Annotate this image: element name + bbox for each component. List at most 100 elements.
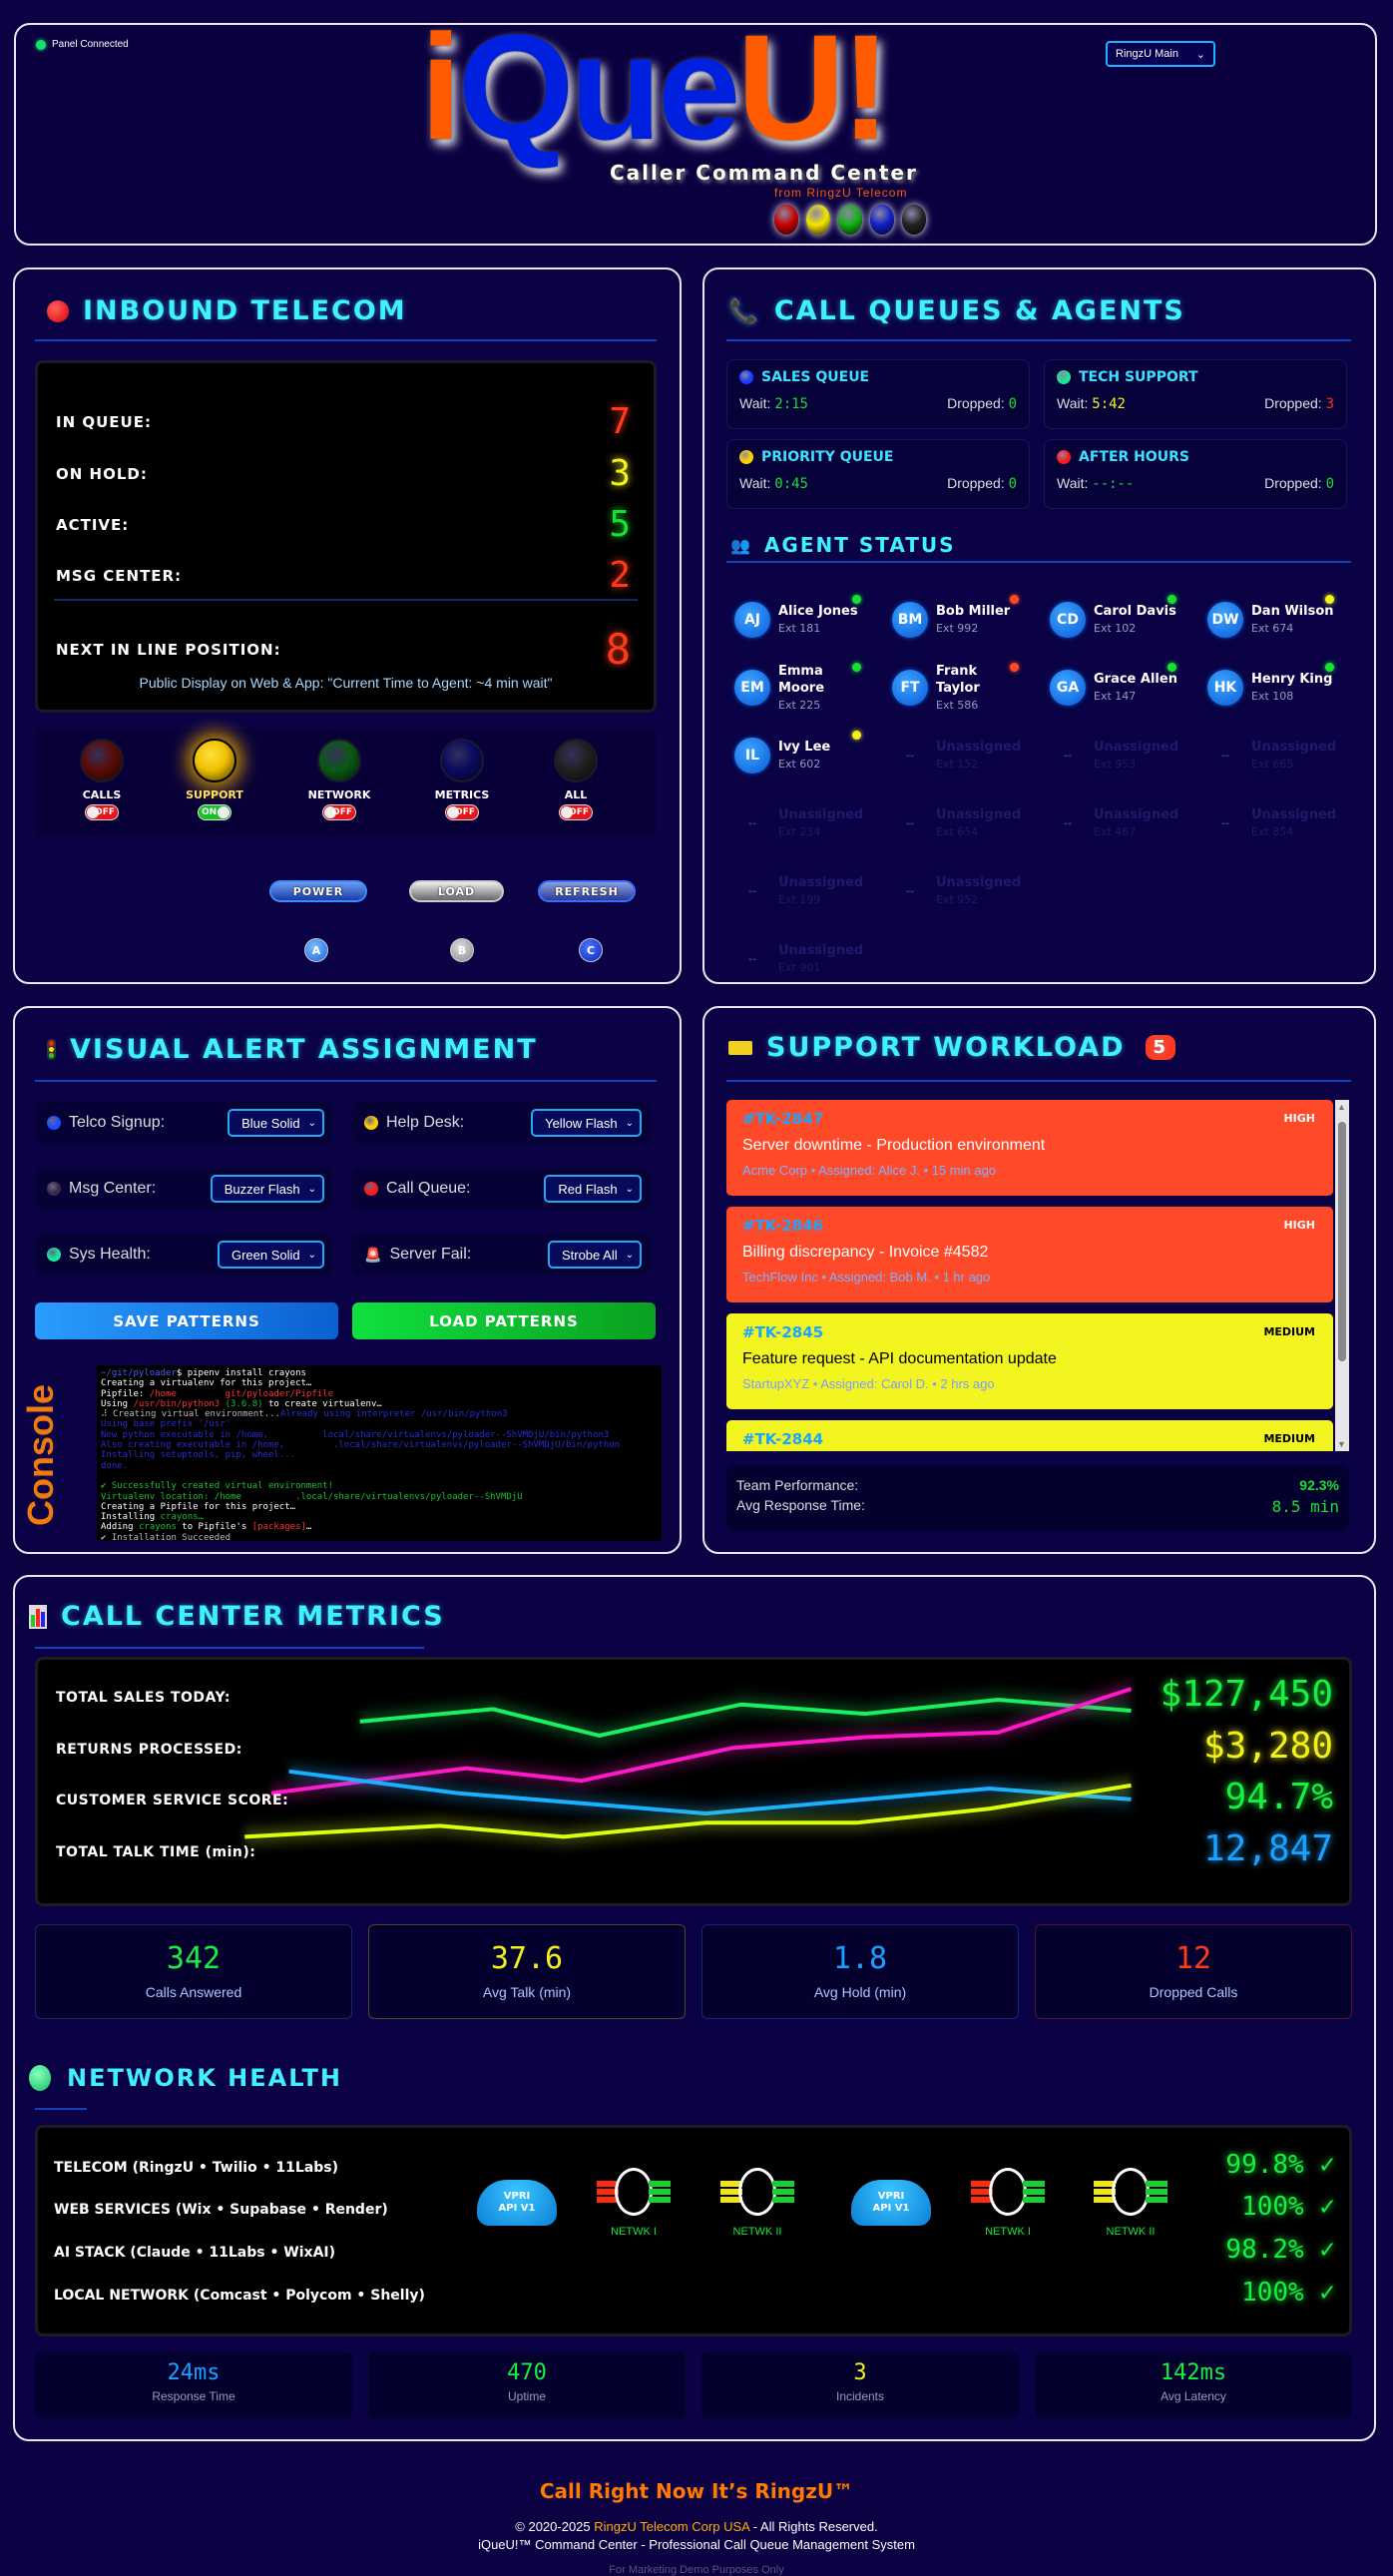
- agent-avatar: --: [747, 885, 757, 897]
- ticket-card[interactable]: #TK-2847 HIGH Server downtime - Production…: [726, 1100, 1333, 1196]
- dropped-label: Dropped:: [1264, 475, 1322, 491]
- ticket-card[interactable]: #TK-2846 HIGH Billing discrepancy - Invoic…: [726, 1207, 1333, 1302]
- console-output[interactable]: ~/git/pyloader$ pipenv install crayons Cr…: [97, 1365, 662, 1541]
- network-stat-value: 470: [507, 2360, 547, 2385]
- queue-stats: Wait: 0:45 Dropped: 0: [739, 475, 1017, 492]
- console-line: Using /usr/bin/python3 (3.6.8) to create…: [101, 1399, 658, 1409]
- queue-card[interactable]: AFTER HOURS Wait: --:-- Dropped: 0: [1044, 439, 1347, 509]
- toggle-knob: [561, 806, 573, 818]
- server-rack-icon: [772, 2181, 794, 2203]
- key-c-button[interactable]: C: [579, 938, 603, 962]
- network-router-icon: NETWK II: [1094, 2168, 1167, 2238]
- ticket-card[interactable]: #TK-2844 MEDIUM: [726, 1420, 1333, 1451]
- alert-pattern-select[interactable]: Blue Solid ⌄: [228, 1109, 324, 1137]
- alert-pattern-select[interactable]: Green Solid ⌄: [217, 1241, 324, 1269]
- alert-pattern-select[interactable]: Buzzer Flash ⌄: [210, 1175, 324, 1203]
- agent-card[interactable]: AJ Alice Jones Ext 181: [734, 587, 892, 653]
- queue-card[interactable]: PRIORITY QUEUE Wait: 0:45 Dropped: 0: [726, 439, 1030, 509]
- kpi-card: 342 Calls Answered: [35, 1924, 352, 2019]
- agent-status-dot-icon: [852, 663, 861, 672]
- agent-card[interactable]: -- Unassigned Ext 467: [1050, 790, 1207, 856]
- location-select[interactable]: RingzU Main ⌄: [1106, 41, 1215, 67]
- agent-card[interactable]: -- Unassigned Ext 854: [1207, 790, 1365, 856]
- scrollbar-thumb[interactable]: [1338, 1122, 1346, 1361]
- light-toggle[interactable]: OFF: [559, 804, 593, 820]
- refresh-button[interactable]: REFRESH: [538, 880, 636, 902]
- agent-card[interactable]: -- Unassigned Ext 953: [1050, 723, 1207, 788]
- queue-stats: Wait: 2:15 Dropped: 0: [739, 395, 1017, 412]
- metric-value: $127,450: [1160, 1674, 1333, 1715]
- queue-dot-icon: [739, 450, 753, 464]
- agent-card[interactable]: GA Grace Allen Ext 147: [1050, 655, 1207, 721]
- agent-avatar: --: [905, 817, 915, 829]
- save-patterns-button[interactable]: SAVE PATTERNS: [35, 1302, 338, 1339]
- network-health-title: NETWORK HEALTH: [29, 2064, 342, 2092]
- key-a-button[interactable]: A: [304, 938, 328, 962]
- agent-card[interactable]: EM Emma Moore Ext 225: [734, 655, 892, 721]
- ticket-priority: HIGH: [1283, 1219, 1315, 1232]
- inbound-title: INBOUND TELECOM: [83, 295, 407, 326]
- agent-card[interactable]: -- Unassigned Ext 665: [1207, 723, 1365, 788]
- toggle-state: ON: [202, 807, 218, 817]
- divider: [726, 561, 1351, 563]
- server-rack-icon: [1094, 2181, 1116, 2203]
- agent-card[interactable]: -- Unassigned Ext 952: [892, 858, 1050, 924]
- key-b-button[interactable]: B: [450, 938, 474, 962]
- agent-info: Grace Allen Ext 147: [1094, 671, 1181, 705]
- agent-ext: Ext 199: [778, 893, 821, 906]
- copyright-suffix: - All Rights Reserved.: [749, 2519, 878, 2534]
- ticket-id: #TK-2847: [742, 1110, 824, 1128]
- alert-label: Sys Health:: [47, 1246, 151, 1264]
- ticket-list-scrollbar[interactable]: ▲ ▼: [1335, 1100, 1349, 1451]
- light-toggle[interactable]: OFF: [85, 804, 119, 820]
- alert-label: Msg Center:: [47, 1180, 156, 1198]
- agent-card[interactable]: HK Henry King Ext 108: [1207, 655, 1365, 721]
- light-toggle[interactable]: OFF: [445, 804, 479, 820]
- agent-info: Unassigned Ext 665: [1251, 739, 1339, 773]
- footer-tagline: Call Right Now It’s RingzU™: [539, 2479, 854, 2503]
- agent-card[interactable]: -- Unassigned Ext 901: [734, 926, 892, 992]
- logo-ball-icon: [902, 205, 926, 235]
- load-button[interactable]: LOAD: [409, 880, 504, 902]
- alert-pattern-select[interactable]: Red Flash ⌄: [544, 1175, 642, 1203]
- agent-card[interactable]: -- Unassigned Ext 654: [892, 790, 1050, 856]
- queue-card[interactable]: TECH SUPPORT Wait: 5:42 Dropped: 3: [1044, 359, 1347, 429]
- company-link[interactable]: RingzU Telecom Corp USA: [594, 2519, 750, 2534]
- agent-card[interactable]: IL Ivy Lee Ext 602: [734, 723, 892, 788]
- agent-name: Frank Taylor: [936, 663, 980, 696]
- ticket-id: #TK-2846: [742, 1217, 824, 1235]
- light-label: METRICS: [434, 788, 490, 801]
- agent-card[interactable]: -- Unassigned Ext 199: [734, 858, 892, 924]
- alert-pattern-select[interactable]: Strobe All ⌄: [547, 1241, 642, 1269]
- agent-name: Henry King: [1251, 672, 1333, 687]
- light-toggle[interactable]: ON: [198, 804, 232, 820]
- scroll-down-icon[interactable]: ▼: [1337, 1439, 1346, 1449]
- scroll-up-icon[interactable]: ▲: [1337, 1102, 1346, 1112]
- agent-card[interactable]: BM Bob Miller Ext 992: [892, 587, 1050, 653]
- link-ring-icon: [738, 2168, 776, 2216]
- agent-info: Frank Taylor Ext 586: [936, 663, 1024, 714]
- queue-card[interactable]: SALES QUEUE Wait: 2:15 Dropped: 0: [726, 359, 1030, 429]
- alert-label: Call Queue:: [364, 1180, 471, 1198]
- power-button[interactable]: POWER: [269, 880, 367, 902]
- agent-card[interactable]: FT Frank Taylor Ext 586: [892, 655, 1050, 721]
- agent-name: Dan Wilson: [1251, 604, 1334, 619]
- ticket-card[interactable]: #TK-2845 MEDIUM Feature request - API docu…: [726, 1313, 1333, 1409]
- agent-card[interactable]: -- Unassigned Ext 234: [734, 790, 892, 856]
- wait-value: 5:42: [1092, 396, 1126, 412]
- connection-status: Panel Connected: [36, 39, 129, 50]
- agent-card[interactable]: -- Unassigned Ext 152: [892, 723, 1050, 788]
- agent-name: Unassigned: [778, 875, 864, 890]
- agent-ext: Ext 102: [1094, 622, 1137, 635]
- agent-card[interactable]: CD Carol Davis Ext 102: [1050, 587, 1207, 653]
- team-performance-row: Team Performance: 92.3%: [736, 1477, 1339, 1493]
- red-dot-icon: [47, 299, 69, 322]
- alert-pattern-select[interactable]: Yellow Flash ⌄: [531, 1109, 642, 1137]
- load-patterns-button[interactable]: LOAD PATTERNS: [352, 1302, 656, 1339]
- metric-value: 94.7%: [1224, 1777, 1333, 1817]
- light-toggle[interactable]: OFF: [322, 804, 356, 820]
- agent-card[interactable]: DW Dan Wilson Ext 674: [1207, 587, 1365, 653]
- network-router-icon: NETWK I: [971, 2168, 1045, 2238]
- next-in-line-label: NEXT IN LINE POSITION:: [56, 640, 281, 659]
- link-ring-icon: [1112, 2168, 1150, 2216]
